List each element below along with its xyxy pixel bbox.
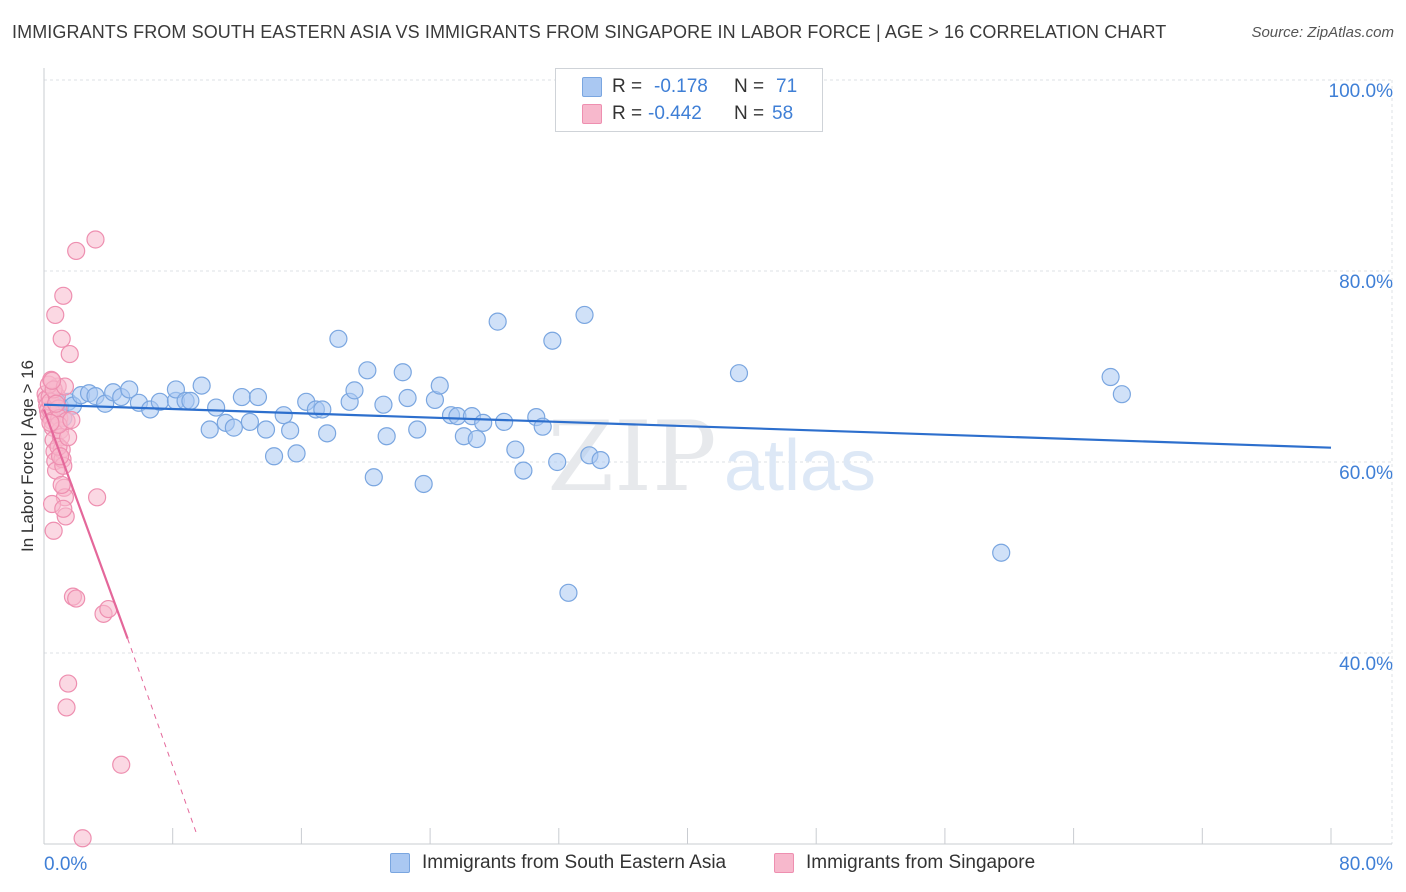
point-singapore <box>57 698 76 717</box>
point-singapore <box>54 499 73 518</box>
point-south-eastern-asia <box>408 420 427 439</box>
legend-r-value: -0.442 <box>648 103 702 124</box>
legend-r-label: R = <box>612 76 643 97</box>
point-south-eastern-asia <box>398 388 417 408</box>
point-singapore <box>62 410 81 430</box>
y-tick-label: 80.0% <box>1339 272 1393 293</box>
point-south-eastern-asia <box>264 447 284 466</box>
point-south-eastern-asia <box>120 380 139 399</box>
point-south-eastern-asia <box>992 543 1011 562</box>
point-south-eastern-asia <box>232 387 251 407</box>
legend-swatch-blue <box>390 853 410 873</box>
y-tick-label: 100.0% <box>1329 81 1394 102</box>
point-singapore <box>54 286 73 305</box>
point-south-eastern-asia <box>281 421 300 440</box>
point-singapore <box>46 394 66 413</box>
point-south-eastern-asia <box>1112 385 1131 404</box>
point-south-eastern-asia <box>200 420 219 439</box>
point-south-eastern-asia <box>729 364 749 383</box>
point-south-eastern-asia <box>377 427 396 446</box>
point-singapore <box>67 241 86 261</box>
point-south-eastern-asia <box>559 583 578 602</box>
point-singapore <box>52 329 71 348</box>
x-tick-label: 0.0% <box>44 854 87 875</box>
point-south-eastern-asia <box>474 413 493 432</box>
point-south-eastern-asia <box>430 376 449 395</box>
point-south-eastern-asia <box>287 444 306 463</box>
point-singapore <box>86 230 105 249</box>
point-south-eastern-asia <box>345 381 364 400</box>
point-singapore <box>52 475 71 495</box>
y-tick-label: 60.0% <box>1339 463 1393 484</box>
point-south-eastern-asia <box>318 424 337 443</box>
watermark-atlas: atlas <box>724 426 876 506</box>
legend-label: Immigrants from Singapore <box>806 852 1036 873</box>
trendline-singapore-extension <box>127 638 198 835</box>
point-south-eastern-asia <box>543 331 562 350</box>
point-singapore <box>59 674 78 693</box>
point-singapore <box>42 371 62 390</box>
point-south-eastern-asia <box>548 452 567 472</box>
legend-r-value: -0.178 <box>654 76 708 97</box>
point-south-eastern-asia <box>393 363 412 382</box>
point-south-eastern-asia <box>364 468 383 487</box>
point-south-eastern-asia <box>488 312 507 331</box>
point-south-eastern-asia <box>192 376 211 395</box>
tick-labels: 40.0% 60.0% 80.0% 100.0% 0.0% 80.0% <box>44 81 1393 875</box>
point-south-eastern-asia <box>256 420 276 439</box>
point-south-eastern-asia <box>240 412 260 431</box>
axes <box>43 68 1392 845</box>
trendline-south-eastern-asia <box>43 403 1332 449</box>
legend-n-value: 58 <box>772 103 794 124</box>
point-south-eastern-asia <box>224 418 243 437</box>
point-south-eastern-asia <box>248 387 268 407</box>
legend-swatch-pink <box>774 853 794 873</box>
gridlines <box>44 79 1393 844</box>
point-singapore <box>60 344 79 364</box>
chart-title: IMMIGRANTS FROM SOUTH EASTERN ASIA VS IM… <box>12 22 1167 42</box>
point-singapore <box>46 305 65 325</box>
point-south-eastern-asia <box>506 440 525 459</box>
legend-n-label: N = <box>734 103 765 124</box>
point-singapore <box>87 488 107 507</box>
legend-item-singapore[interactable]: Immigrants from Singapore <box>774 852 1035 874</box>
point-south-eastern-asia <box>591 450 610 470</box>
point-south-eastern-asia <box>313 400 332 419</box>
legend-r-label: R = <box>612 103 643 124</box>
watermark: ZIP atlas <box>547 401 876 513</box>
x-tick-label: 80.0% <box>1339 854 1393 875</box>
point-south-eastern-asia <box>374 395 393 414</box>
point-south-eastern-asia <box>358 361 377 380</box>
legend-n-label: N = <box>734 76 765 97</box>
point-south-eastern-asia <box>414 474 433 494</box>
point-singapore <box>112 755 131 774</box>
data-points <box>36 230 1131 848</box>
point-singapore <box>44 521 63 540</box>
series-legend: Immigrants from South Eastern Asia Immig… <box>0 852 1406 878</box>
point-south-eastern-asia <box>514 461 533 480</box>
trendline-singapore <box>42 409 129 640</box>
point-singapore <box>73 829 92 848</box>
legend-item-south-eastern-asia[interactable]: Immigrants from South Eastern Asia <box>390 852 726 874</box>
point-south-eastern-asia <box>329 329 348 348</box>
legend-swatch-blue <box>582 77 602 97</box>
y-tick-label: 40.0% <box>1339 654 1393 675</box>
point-singapore <box>67 589 86 608</box>
point-south-eastern-asia <box>467 429 486 449</box>
point-south-eastern-asia <box>495 412 514 431</box>
legend-swatch-pink <box>582 104 602 124</box>
point-south-eastern-asia <box>207 398 226 417</box>
point-south-eastern-asia <box>1101 367 1120 387</box>
source-credit: Source: ZipAtlas.com <box>1251 24 1394 41</box>
stats-legend: R = -0.178 N = 71 R = -0.442 N = 58 <box>555 68 823 132</box>
trend-lines <box>42 403 1332 835</box>
legend-label: Immigrants from South Eastern Asia <box>422 852 727 873</box>
watermark-zip: ZIP <box>547 401 716 513</box>
point-south-eastern-asia <box>575 305 594 325</box>
legend-n-value: 71 <box>776 76 798 97</box>
point-south-eastern-asia <box>274 406 293 425</box>
point-south-eastern-asia <box>181 391 200 410</box>
